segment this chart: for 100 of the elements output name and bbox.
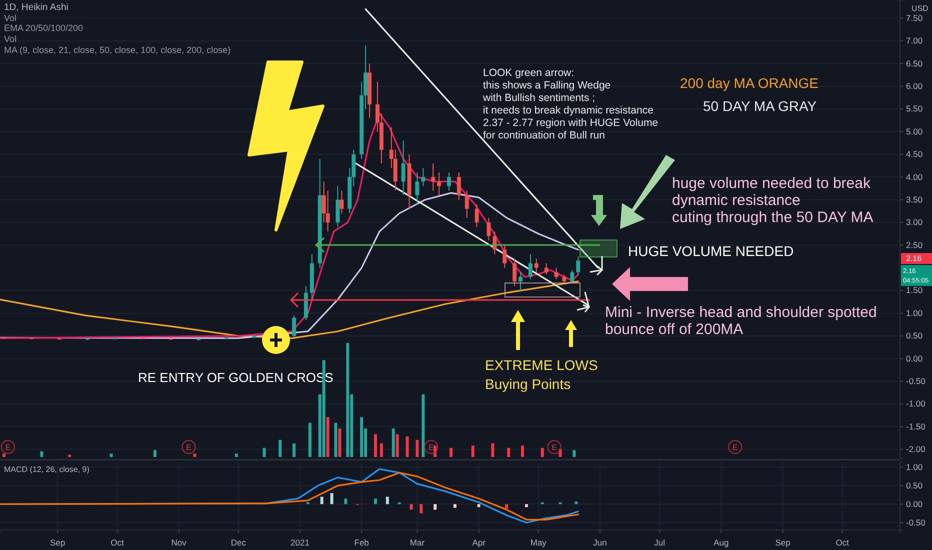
y-tick-label: 4.00 bbox=[906, 172, 923, 182]
candlestick bbox=[456, 172, 461, 200]
bar bbox=[193, 454, 196, 457]
bar bbox=[477, 504, 480, 508]
y-axis-title: USD bbox=[912, 4, 929, 13]
annotation: E bbox=[552, 443, 557, 452]
y-tick-label: 7.00 bbox=[906, 36, 923, 46]
bar bbox=[308, 422, 312, 457]
bar bbox=[422, 394, 425, 457]
x-tick-label: Feb bbox=[354, 537, 370, 548]
y-tick-label: -2.00 bbox=[906, 444, 926, 454]
x-tick-label: Oct bbox=[836, 537, 850, 548]
bar bbox=[320, 496, 324, 504]
bar bbox=[416, 440, 419, 457]
candlestick bbox=[554, 267, 558, 280]
bar bbox=[262, 448, 266, 457]
annotation: MA (9, close, 21, close, 50, close, 100, close, 200, close) bbox=[4, 45, 231, 55]
bar bbox=[234, 454, 238, 457]
line-series bbox=[0, 280, 579, 339]
x-tick-label: Nov bbox=[171, 537, 188, 548]
bar bbox=[410, 504, 413, 510]
candlestick bbox=[340, 190, 344, 214]
y-tick-label: 0.50 bbox=[906, 330, 923, 341]
annotation: Vol bbox=[4, 34, 17, 44]
y-tick-label: 3.50 bbox=[906, 194, 923, 204]
annotation: LOOK green arrow: this shows a Falling Wedge with Bullish sentiments ; it needs to break dynamic resistance 2.37 - 2.77 region with HUGE Volume for continuation of Bull run bbox=[482, 67, 658, 142]
bar bbox=[326, 417, 330, 457]
y-tick-label: 1.00 bbox=[906, 462, 923, 472]
y-tick-label: 0.00 bbox=[906, 353, 923, 364]
bar bbox=[330, 493, 334, 504]
annotation: Vol bbox=[4, 13, 17, 23]
bar bbox=[396, 434, 399, 457]
annotation: MACD (12, 26, close, 9) bbox=[4, 465, 90, 474]
x-tick-label: Sep bbox=[50, 537, 66, 548]
bar bbox=[471, 446, 474, 457]
y-tick-label: 4.50 bbox=[906, 149, 923, 160]
bar bbox=[153, 450, 156, 457]
x-tick-label: Mar bbox=[410, 537, 425, 548]
x-tick-label: Sep bbox=[775, 537, 791, 548]
bar bbox=[434, 504, 437, 510]
annotation: E bbox=[732, 443, 738, 452]
annotation: E bbox=[5, 443, 11, 452]
annotation: E bbox=[428, 443, 434, 452]
candlestick bbox=[502, 244, 507, 268]
x-tick-label: Jun bbox=[593, 537, 608, 548]
bar bbox=[420, 504, 423, 514]
annotation: EMA 20/50/100/200 bbox=[4, 23, 84, 33]
x-tick-label: Aug bbox=[714, 537, 730, 548]
bar bbox=[507, 448, 510, 457]
candlestick bbox=[292, 314, 296, 338]
annotation: Mini - Inverse head and shoulder spotted bounce off of 200MA bbox=[605, 304, 877, 338]
bar bbox=[338, 428, 342, 457]
y-tick-label: -0.50 bbox=[906, 376, 926, 386]
annotation: 200 day MA ORANGE bbox=[680, 75, 819, 91]
annotation: E bbox=[186, 443, 192, 452]
y-tick-label: 2.50 bbox=[906, 240, 923, 250]
bar bbox=[406, 436, 409, 457]
y-tick-label: 1.00 bbox=[906, 308, 923, 318]
annotation: huge volume needed to break dynamic resistance cuting through the 50 DAY MA bbox=[672, 175, 874, 226]
bar bbox=[2, 454, 6, 457]
annotation: 50 DAY MA GRAY bbox=[703, 98, 818, 114]
bar bbox=[540, 448, 544, 457]
y-tick-label: 5.50 bbox=[906, 104, 923, 114]
y-tick-label: 6.50 bbox=[906, 58, 923, 68]
bar bbox=[392, 428, 395, 457]
candlestick bbox=[512, 258, 517, 286]
candlestick bbox=[336, 186, 340, 228]
bar bbox=[374, 434, 377, 457]
candlestick bbox=[415, 172, 420, 205]
bar bbox=[521, 446, 524, 457]
y-tick-label: -1.00 bbox=[906, 398, 926, 409]
y-tick-label: 5.00 bbox=[906, 126, 923, 136]
y-tick-label: -1.50 bbox=[906, 421, 926, 432]
candlestick bbox=[518, 272, 523, 292]
bar bbox=[344, 498, 348, 504]
bar bbox=[334, 422, 338, 457]
annotation: EXTREME LOWS Buying Points bbox=[485, 357, 598, 392]
bar bbox=[110, 454, 113, 457]
candlestick bbox=[447, 172, 452, 192]
bar bbox=[360, 417, 364, 457]
bar bbox=[574, 502, 578, 504]
bar bbox=[491, 443, 494, 457]
y-tick-label: 7.50 bbox=[906, 12, 923, 23]
candlestick bbox=[576, 256, 580, 276]
candlestick bbox=[464, 190, 469, 218]
x-tick-label: Dec bbox=[230, 537, 247, 548]
bar bbox=[524, 504, 528, 508]
candlestick bbox=[474, 204, 479, 228]
bar bbox=[374, 498, 377, 504]
bar bbox=[449, 448, 452, 457]
bar bbox=[380, 443, 383, 457]
bar bbox=[505, 504, 508, 509]
candlestick bbox=[570, 270, 574, 283]
chart-title: 1D, Heikin Ashi bbox=[4, 2, 68, 13]
bar bbox=[40, 451, 44, 457]
candlestick bbox=[486, 217, 491, 242]
x-tick-label: May bbox=[530, 537, 548, 548]
annotation: HUGE VOLUME NEEDED bbox=[628, 243, 794, 259]
text: 2.16 bbox=[906, 254, 922, 263]
candlestick bbox=[544, 262, 548, 276]
